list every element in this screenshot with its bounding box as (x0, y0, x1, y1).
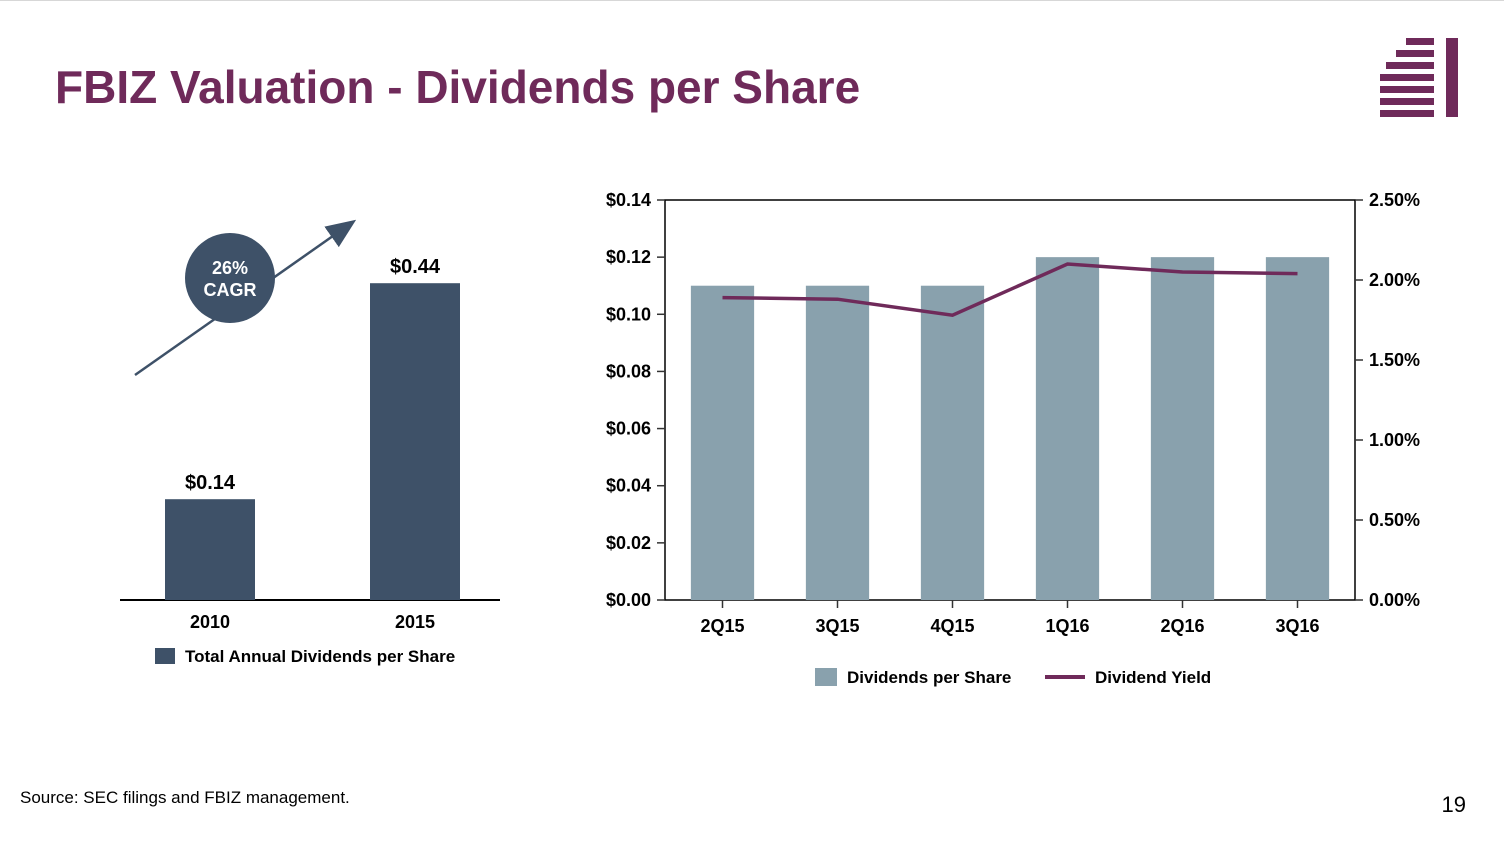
category-label: 4Q15 (930, 616, 974, 636)
left-axis-tick-label: $0.14 (606, 190, 651, 210)
legend-line-label: Dividend Yield (1095, 668, 1211, 687)
category-label: 3Q16 (1275, 616, 1319, 636)
left-axis-tick-label: $0.06 (606, 419, 651, 439)
right-combo-chart: $0.00 $0.02 $0.04 $0.06 $0.08 $0.10 $0.12 $0.14… (580, 190, 1450, 710)
category-label: 2Q16 (1160, 616, 1204, 636)
legend-swatch (155, 648, 175, 664)
legend-label: Total Annual Dividends per Share (185, 647, 455, 666)
cagr-text-line2: CAGR (204, 280, 257, 300)
bar-value-label: $0.14 (185, 472, 236, 494)
category-label: 2Q15 (700, 616, 744, 636)
bar-value-label: $0.44 (390, 256, 441, 278)
left-axis-tick-label: $0.08 (606, 361, 651, 381)
bar (165, 499, 255, 600)
bar (1036, 257, 1099, 600)
left-axis-tick-label: $0.04 (606, 476, 651, 496)
left-axis-tick-label: $0.12 (606, 247, 651, 267)
page-number: 19 (1442, 792, 1466, 818)
bar (1266, 257, 1329, 600)
bar-category-label: 2010 (190, 612, 230, 632)
bar (921, 286, 984, 600)
left-axis-tick-label: $0.00 (606, 590, 651, 610)
bar (691, 286, 754, 600)
right-axis-tick-label: 0.50% (1369, 510, 1420, 530)
legend-bar-label: Dividends per Share (847, 668, 1011, 687)
cagr-text-line1: 26% (212, 258, 248, 278)
bar (1151, 257, 1214, 600)
top-divider (0, 0, 1504, 1)
page-title: FBIZ Valuation - Dividends per Share (55, 60, 860, 114)
category-label: 3Q15 (815, 616, 859, 636)
right-axis-tick-label: 1.00% (1369, 430, 1420, 450)
left-axis-tick-label: $0.10 (606, 304, 651, 324)
source-text: Source: SEC filings and FBIZ management. (20, 788, 350, 808)
left-axis-tick-label: $0.02 (606, 533, 651, 553)
right-axis-tick-label: 2.00% (1369, 270, 1420, 290)
left-bar-chart: $0.14 2010 $0.44 2015 26%CAGR Total Annual Di… (90, 200, 520, 680)
bar-category-label: 2015 (395, 612, 435, 632)
slide: FBIZ Valuation - Dividends per Share $0.… (0, 0, 1504, 846)
bar (806, 286, 869, 600)
right-axis-tick-label: 0.00% (1369, 590, 1420, 610)
right-axis-tick-label: 1.50% (1369, 350, 1420, 370)
company-logo (1374, 30, 1464, 130)
legend-bar-swatch (815, 668, 837, 686)
cagr-bubble (185, 233, 275, 323)
bar (370, 283, 460, 600)
category-label: 1Q16 (1045, 616, 1089, 636)
right-axis-tick-label: 2.50% (1369, 190, 1420, 210)
